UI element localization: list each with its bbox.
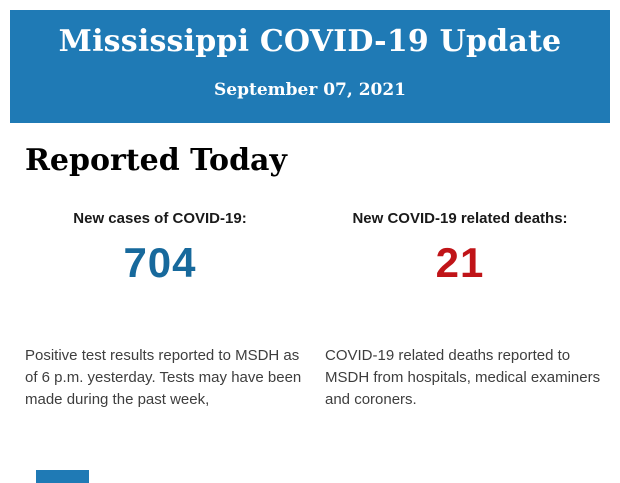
stats-row: New cases of COVID-19: 704 New COVID-19 …	[10, 210, 610, 287]
cases-description-col: Positive test results reported to MSDH a…	[10, 345, 310, 411]
report-date: September 07, 2021	[213, 80, 407, 100]
new-cases-label: New cases of COVID-19:	[73, 210, 247, 227]
cases-description: Positive test results reported to MSDH a…	[25, 347, 302, 408]
section-title: Reported Today	[25, 143, 287, 178]
app-header: Mississippi COVID-19 Update September 07…	[10, 10, 610, 123]
new-deaths-value: 21	[435, 239, 485, 286]
stat-new-deaths: New COVID-19 related deaths: 21	[310, 210, 610, 287]
deaths-description: COVID-19 related deaths reported to MSDH…	[325, 347, 601, 408]
new-deaths-label: New COVID-19 related deaths:	[352, 210, 568, 227]
descriptions-row: Positive test results reported to MSDH a…	[10, 345, 610, 411]
main-content: Reported Today New cases of COVID-19: 70…	[10, 123, 610, 411]
next-section-partial-block	[36, 470, 89, 483]
new-cases-value: 704	[123, 239, 197, 286]
deaths-description-col: COVID-19 related deaths reported to MSDH…	[310, 345, 610, 411]
page-title: Mississippi COVID-19 Update	[58, 24, 562, 59]
stat-new-cases: New cases of COVID-19: 704	[10, 210, 310, 287]
